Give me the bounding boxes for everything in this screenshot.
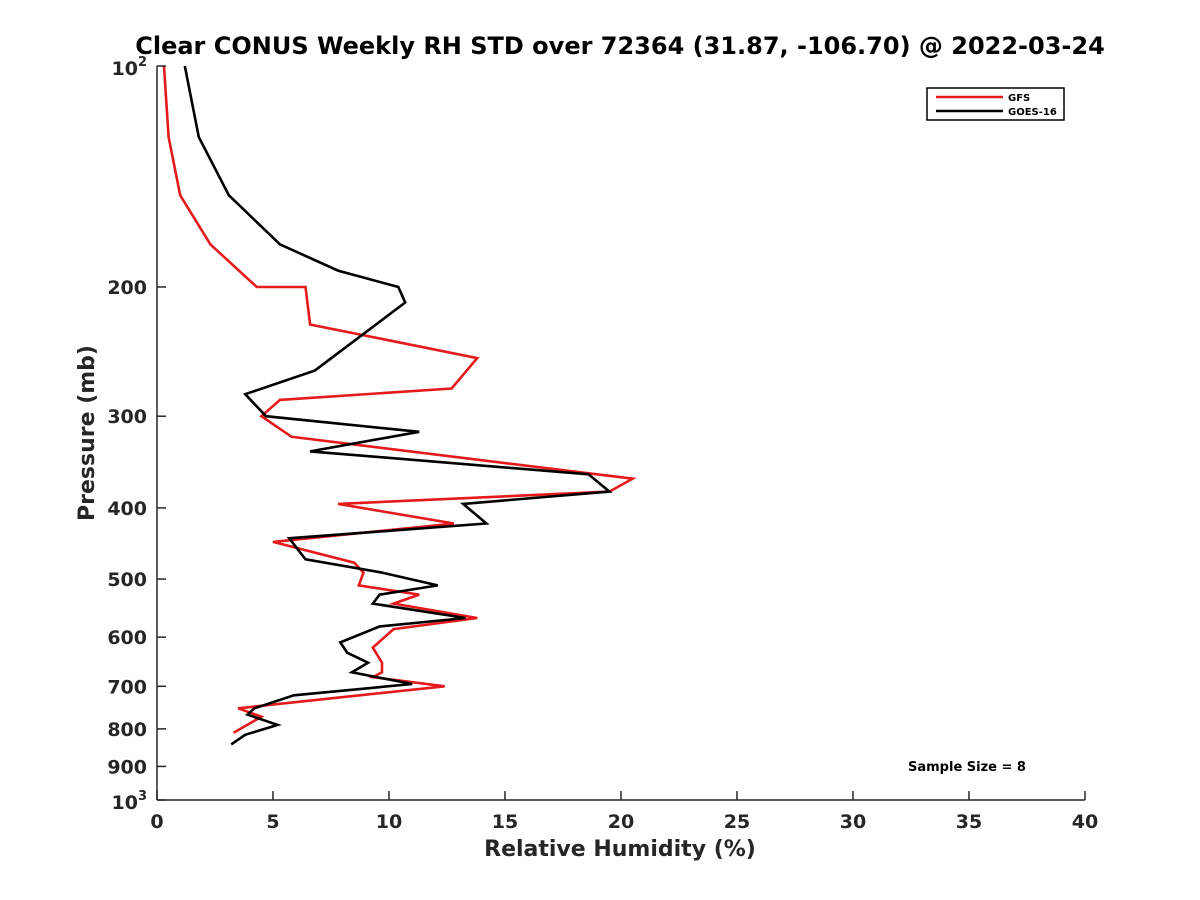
sample-size-annotation: Sample Size = 8 [908, 760, 1026, 775]
chart-title: Clear CONUS Weekly RH STD over 72364 (31… [135, 32, 1105, 60]
axes: 0 5 10 15 20 25 30 35 40 102 200 300 400 500 600 700 800… [107, 55, 1098, 833]
x-tick-label: 10 [376, 811, 402, 833]
x-tick-label: 40 [1072, 811, 1098, 833]
x-tick-label: 25 [724, 811, 750, 833]
x-tick-label: 5 [266, 811, 279, 833]
y-tick-label: 700 [107, 676, 147, 698]
legend-box [926, 87, 1065, 121]
y-tick-label: 200 [107, 277, 147, 299]
y-tick-label: 102 [112, 55, 148, 80]
legend-label-gfs: GFS [1008, 93, 1030, 104]
y-tick-label: 400 [107, 498, 147, 520]
x-axis-label: Relative Humidity (%) [484, 837, 756, 862]
x-tick-label: 30 [840, 811, 866, 833]
x-tick-label: 20 [608, 811, 634, 833]
x-tick-label: 15 [492, 811, 518, 833]
y-tick-label: 300 [107, 406, 147, 428]
y-tick-label: 900 [107, 756, 147, 778]
y-tick-label: 600 [107, 627, 147, 649]
y-axis-label: Pressure (mb) [75, 345, 100, 521]
y-tick-label: 103 [112, 789, 148, 814]
series-layer [162, 65, 637, 746]
x-tick-label: 0 [150, 811, 163, 833]
legend: GFS GOES-16 [926, 87, 1065, 121]
y-tick-label: 800 [107, 719, 147, 741]
y-tick-label: 500 [107, 569, 147, 591]
x-tick-label: 35 [956, 811, 982, 833]
series-line-goes-16 [183, 65, 613, 746]
legend-label-goes-16: GOES-16 [1008, 107, 1057, 118]
